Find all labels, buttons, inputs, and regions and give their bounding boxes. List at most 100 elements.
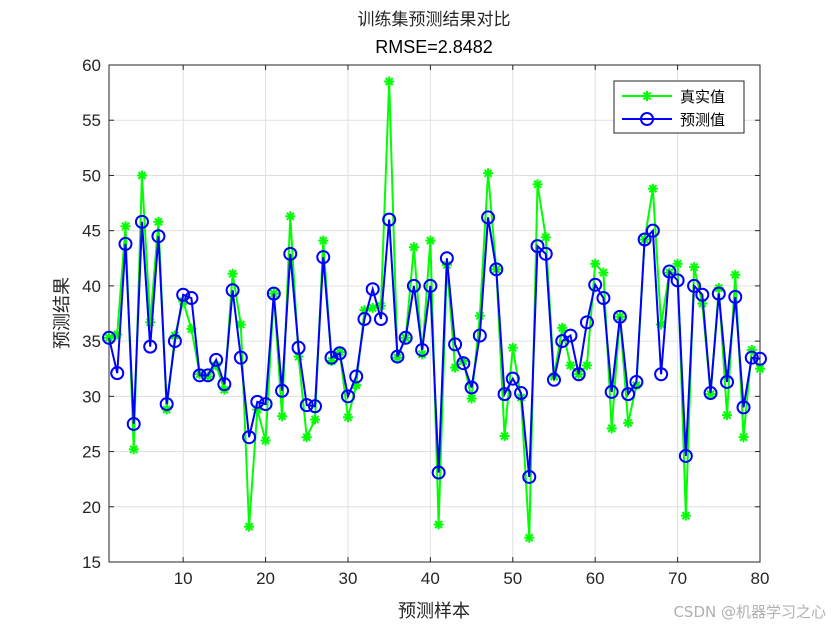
series-2-point [703,386,718,401]
series-1-point [524,532,535,543]
series-1-point [301,432,312,443]
x-tick-label: 40 [421,569,440,588]
x-tick-label: 80 [751,569,770,588]
series-1-point [474,310,485,321]
series-2-point [340,389,355,404]
y-tick-label: 25 [82,443,101,462]
series-2-point [184,291,199,306]
series-1-point [433,519,444,530]
series-2-point [448,337,463,352]
axes [108,64,761,563]
series-2-point [588,277,603,292]
series-2-point [275,383,290,398]
plot-frame [108,64,761,563]
series-2-point [736,400,751,415]
series-2-point [110,366,125,381]
series-layer [102,76,767,543]
series-2-point [209,352,224,367]
series-2-point [134,214,149,229]
series-2-point [349,369,364,384]
series-1-point [672,258,683,269]
series-1-point [128,444,139,455]
series-2-point [695,287,710,302]
series-2-point [324,350,339,365]
legend-box [613,80,745,134]
series-1-point [318,235,329,246]
series-1-point [598,267,609,278]
series-2-point [431,465,446,480]
series-1-point [581,360,592,371]
series-2-point [514,386,529,401]
series-1-point [342,412,353,423]
series-2-point [670,273,685,288]
series-2-point [373,312,388,327]
legend-label: 预测值 [680,111,725,129]
y-tick-label: 30 [82,387,101,406]
series-2-line [108,217,761,478]
series-1-point [532,179,543,190]
series-2-point [505,371,520,386]
series-1-point [408,242,419,253]
series-2-point [159,397,174,412]
series-1 [104,76,765,543]
legend-marker [642,91,652,101]
series-2-point [233,350,248,365]
series-2-point [464,380,479,395]
series-2-point [546,372,561,387]
watermark: CSDN @机器学习之心 [673,603,826,621]
series-2-point [645,223,660,238]
series-2-point [629,374,644,389]
series-2-point [102,330,116,345]
chart-subtitle: RMSE=2.8482 [375,37,493,57]
chart-title: 训练集预测结果对比 [358,10,511,30]
series-2-point [538,246,553,261]
series-2-point [654,367,669,382]
series-2-point [612,309,627,324]
series-1-point [310,414,321,425]
series-2-point [711,286,726,301]
series-1-point [285,211,296,222]
series-2-point [621,387,636,402]
series-1-point [680,510,691,521]
x-tick-label: 70 [668,569,687,588]
series-2-point [456,356,471,371]
series-1-point [384,76,395,87]
series-2-point [382,212,397,227]
series-1-point [507,342,518,353]
series-2-point [439,251,454,266]
series-1-point [540,232,551,243]
series-1-point [244,521,255,532]
x-tick-label: 10 [174,569,193,588]
series-2-point [720,374,735,389]
series-2-point [662,264,677,279]
series-1-point [557,322,568,333]
series-1-point [136,170,147,181]
y-tick-label: 15 [82,553,101,572]
series-2-point [167,334,182,349]
series-1-point [738,432,749,443]
legend-marker [640,112,654,126]
series-1-point [145,317,156,328]
series-2-point [728,289,743,304]
series-2-point [316,250,331,265]
series-2-point [596,291,611,306]
series-2-point [481,210,496,225]
series-2-point [365,282,380,297]
x-tick-label: 50 [503,569,522,588]
series-1-point [565,360,576,371]
series-2-point [192,368,207,383]
x-tick-label: 20 [256,569,275,588]
series-2-point [687,278,702,293]
series-2-point [398,330,413,345]
series-1-point [647,183,658,194]
series-2-point [489,262,504,277]
series-1-point [623,417,634,428]
series-1-point [730,269,741,280]
series-1-point [722,410,733,421]
y-tick-label: 40 [82,277,101,296]
series-1-point [483,168,494,179]
series-2-point [200,368,215,383]
legend-label: 真实值 [680,88,725,106]
series-2-point [283,246,298,261]
